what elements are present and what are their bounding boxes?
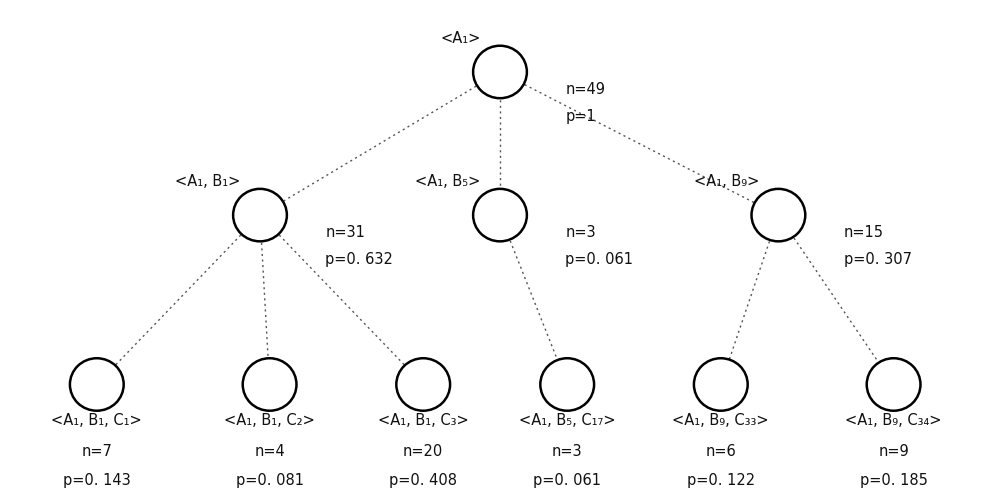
Text: n=3: n=3 bbox=[565, 225, 596, 240]
Text: n=49: n=49 bbox=[565, 82, 605, 96]
Text: p=0. 185: p=0. 185 bbox=[860, 473, 928, 488]
Text: <A₁, B₁>: <A₁, B₁> bbox=[175, 174, 241, 189]
Text: <A₁, B₅>: <A₁, B₅> bbox=[415, 174, 481, 189]
Text: <A₁, B₅, C₁₇>: <A₁, B₅, C₁₇> bbox=[519, 413, 616, 428]
Text: p=0. 061: p=0. 061 bbox=[565, 252, 633, 267]
Text: <A₁, B₉, C₃₄>: <A₁, B₉, C₃₄> bbox=[845, 413, 942, 428]
Text: p=0. 081: p=0. 081 bbox=[236, 473, 304, 488]
Text: n=31: n=31 bbox=[325, 225, 365, 240]
Text: p=0. 408: p=0. 408 bbox=[389, 473, 457, 488]
Text: n=3: n=3 bbox=[552, 444, 583, 459]
Text: n=7: n=7 bbox=[81, 444, 112, 459]
Text: p=0. 061: p=0. 061 bbox=[533, 473, 601, 488]
Text: p=0. 122: p=0. 122 bbox=[687, 473, 755, 488]
Ellipse shape bbox=[752, 189, 805, 242]
Ellipse shape bbox=[540, 358, 594, 411]
Text: p=0. 307: p=0. 307 bbox=[844, 252, 912, 267]
Text: n=4: n=4 bbox=[254, 444, 285, 459]
Ellipse shape bbox=[473, 46, 527, 98]
Ellipse shape bbox=[473, 189, 527, 242]
Text: n=9: n=9 bbox=[878, 444, 909, 459]
Ellipse shape bbox=[694, 358, 748, 411]
Text: p=0. 143: p=0. 143 bbox=[63, 473, 131, 488]
Text: p=0. 632: p=0. 632 bbox=[325, 252, 393, 267]
Ellipse shape bbox=[396, 358, 450, 411]
Text: <A₁, B₉, C₃₃>: <A₁, B₉, C₃₃> bbox=[672, 413, 769, 428]
Text: n=20: n=20 bbox=[403, 444, 443, 459]
Text: n=15: n=15 bbox=[844, 225, 884, 240]
Ellipse shape bbox=[233, 189, 287, 242]
Text: p=1: p=1 bbox=[565, 109, 596, 124]
Ellipse shape bbox=[867, 358, 920, 411]
Text: <A₁, B₉>: <A₁, B₉> bbox=[694, 174, 759, 189]
Text: <A₁, B₁, C₃>: <A₁, B₁, C₃> bbox=[378, 413, 469, 428]
Text: <A₁>: <A₁> bbox=[440, 31, 481, 46]
Ellipse shape bbox=[243, 358, 296, 411]
Text: <A₁, B₁, C₁>: <A₁, B₁, C₁> bbox=[51, 413, 142, 428]
Ellipse shape bbox=[70, 358, 124, 411]
Text: <A₁, B₁, C₂>: <A₁, B₁, C₂> bbox=[224, 413, 315, 428]
Text: n=6: n=6 bbox=[705, 444, 736, 459]
